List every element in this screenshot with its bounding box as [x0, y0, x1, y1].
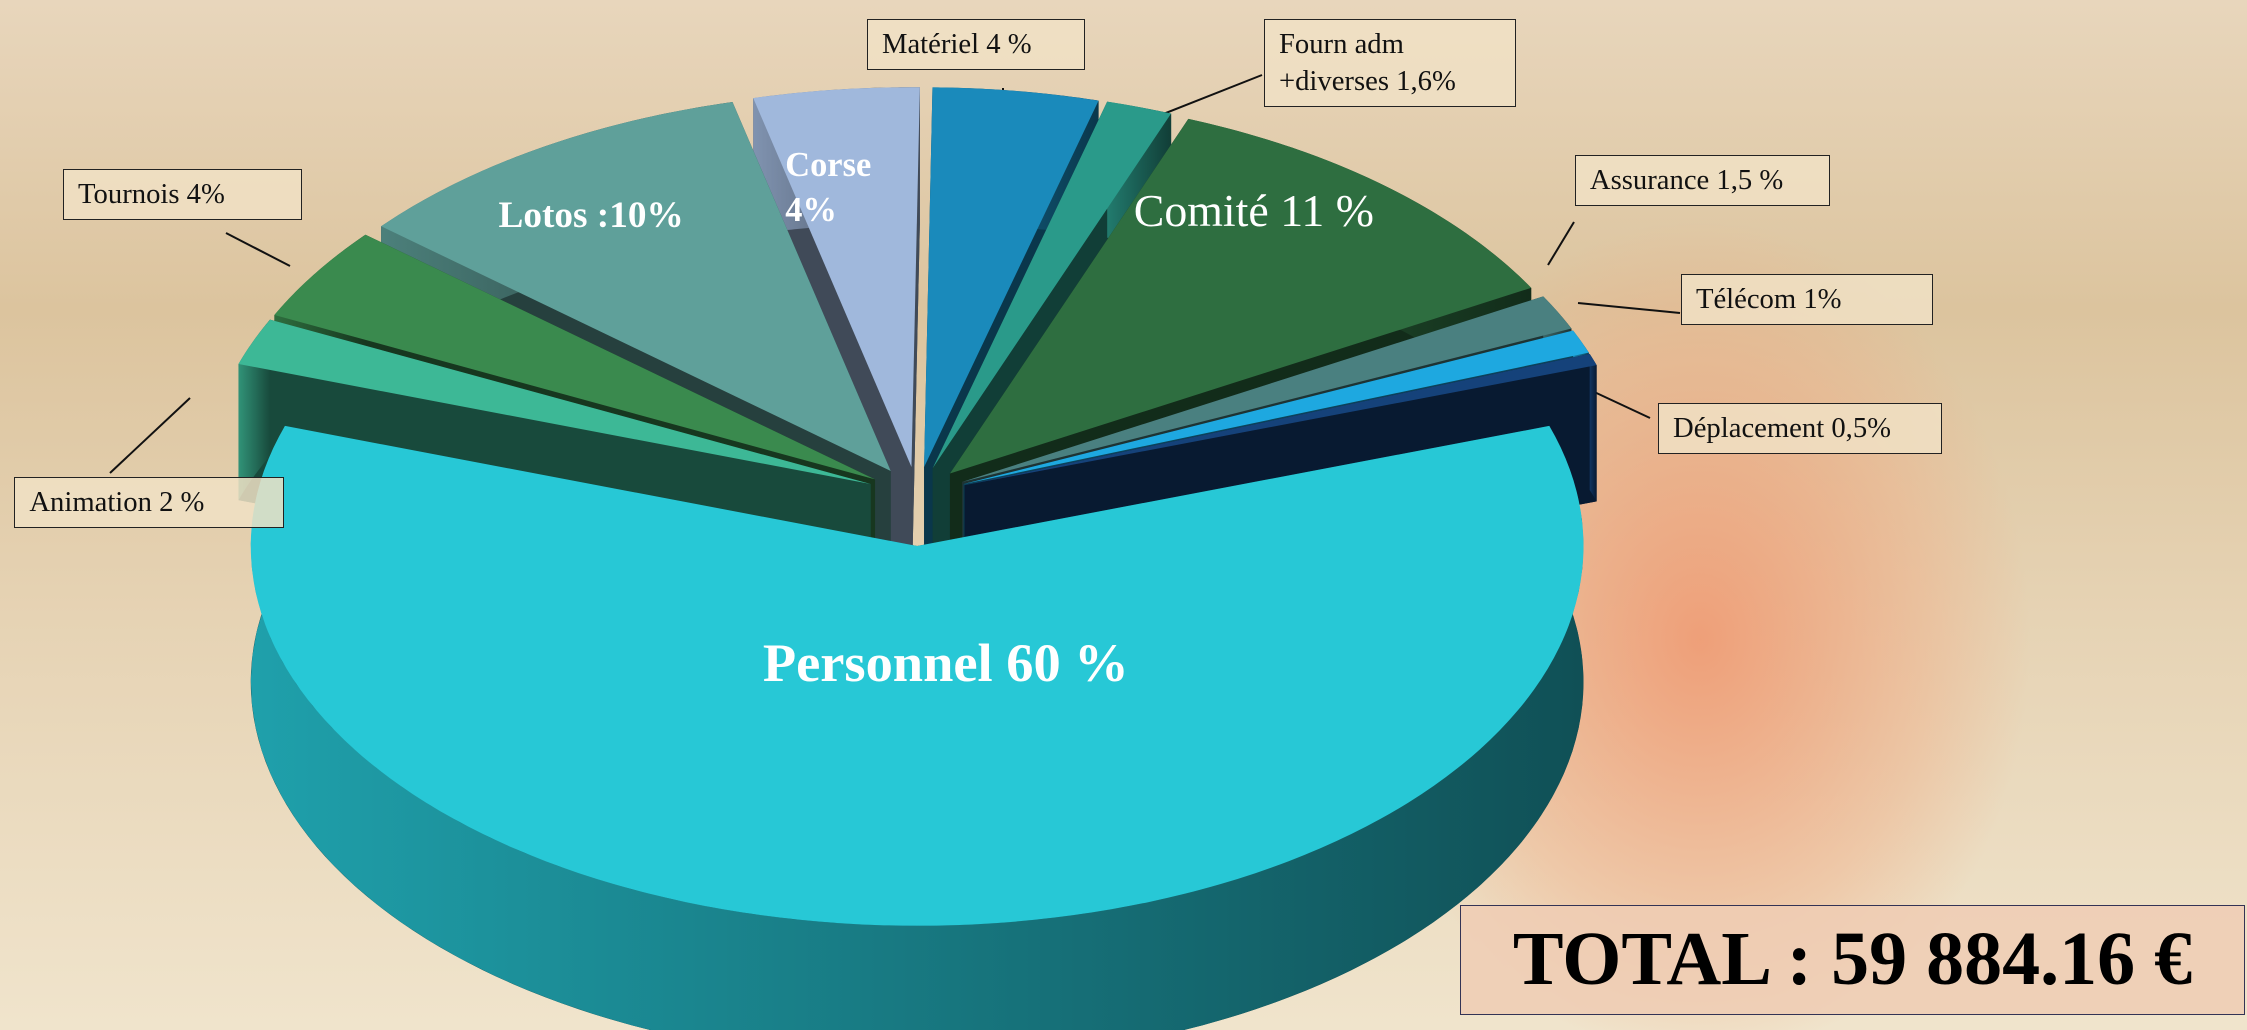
- leader-line: [1577, 302, 1681, 314]
- data-label: Tournois 4%: [63, 169, 303, 221]
- data-label: Matériel 4 %: [866, 18, 1085, 70]
- data-label: Télécom 1%: [1680, 273, 1934, 325]
- leader-line: [109, 397, 191, 474]
- slice-top: [753, 87, 920, 467]
- data-label: Fourn adm +diverses 1,6%: [1263, 18, 1517, 108]
- slice-top: [962, 296, 1572, 483]
- total: TOTAL : 59 884.16 €: [1460, 905, 2245, 1015]
- leader-line: [1589, 389, 1651, 419]
- slice-rim: [250, 425, 1584, 1030]
- slice-top: [381, 102, 891, 471]
- slice-top: [949, 118, 1532, 474]
- slice-top: [238, 319, 871, 485]
- leader-line: [225, 232, 291, 267]
- slice-top: [250, 425, 1584, 926]
- data-label: Animation 2 %: [14, 477, 284, 529]
- slice-top: [924, 87, 1099, 468]
- slice-top: [932, 101, 1172, 469]
- data-label: Comité 11 %: [1133, 184, 1374, 236]
- slice-rim: [1589, 353, 1597, 502]
- leader-line: [1547, 221, 1575, 266]
- data-label: Déplacement 0,5%: [1658, 402, 1942, 454]
- slice-top: [964, 353, 1597, 486]
- data-label: Personnel 60 %: [762, 631, 1129, 693]
- slice-top: [274, 234, 876, 480]
- data-label: Lotos :10%: [498, 195, 684, 237]
- slice: [250, 425, 1584, 1030]
- slice-top: [963, 330, 1589, 485]
- data-label: Corse 4%: [785, 146, 872, 229]
- data-label: Assurance 1,5 %: [1574, 154, 1830, 207]
